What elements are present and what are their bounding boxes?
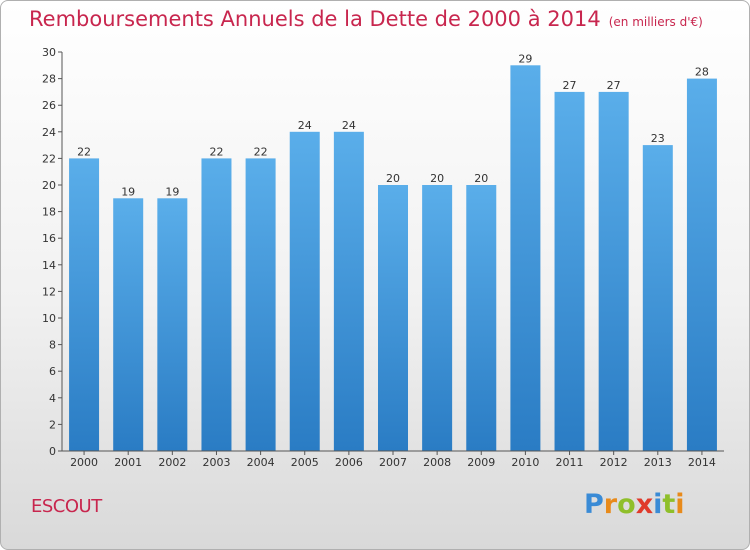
x-tick-label: 2009 xyxy=(467,456,495,469)
bar xyxy=(422,185,453,451)
y-tick-label: 30 xyxy=(42,46,56,59)
bar xyxy=(466,185,497,451)
bars: 22 19 19 22 22 24 24 20 20 20 29 27 27 23 28 xyxy=(69,52,717,452)
logo-letter: o xyxy=(617,489,636,520)
proxiti-logo: Proxiti xyxy=(584,489,694,527)
y-tick-label: 12 xyxy=(42,285,56,298)
x-tick-label: 2003 xyxy=(202,456,230,469)
bar-value-label: 27 xyxy=(607,79,621,92)
chart-title: Remboursements Annuels de la Dette de 20… xyxy=(29,7,703,31)
bar xyxy=(333,131,364,452)
y-tick-label: 24 xyxy=(42,126,56,139)
bar-value-label: 23 xyxy=(651,132,665,145)
y-tick-label: 28 xyxy=(42,73,56,86)
bar-value-label: 27 xyxy=(563,79,577,92)
bar xyxy=(157,198,188,451)
commune-name: ESCOUT xyxy=(31,496,102,517)
bar xyxy=(554,91,585,452)
bar-value-label: 20 xyxy=(386,172,400,185)
bar-value-label: 22 xyxy=(77,145,91,158)
bar-value-label: 29 xyxy=(518,52,532,65)
y-tick-label: 18 xyxy=(42,206,56,219)
x-tick-label: 2012 xyxy=(600,456,628,469)
bar xyxy=(598,91,629,452)
logo-letter: i xyxy=(653,489,663,520)
x-tick-label: 2000 xyxy=(70,456,98,469)
logo-letter: x xyxy=(635,489,654,520)
x-tick-label: 2013 xyxy=(644,456,672,469)
y-tick-label: 2 xyxy=(49,418,56,431)
bar-value-label: 28 xyxy=(695,66,709,79)
x-tick-label: 2011 xyxy=(556,456,584,469)
y-tick-label: 8 xyxy=(49,339,56,352)
x-tick-label: 2010 xyxy=(511,456,539,469)
bar-value-label: 24 xyxy=(298,119,312,132)
y-tick-label: 20 xyxy=(42,179,56,192)
x-tick-label: 2004 xyxy=(247,456,275,469)
y-tick-label: 26 xyxy=(42,99,56,112)
bar xyxy=(245,158,276,451)
bar-value-label: 22 xyxy=(254,145,268,158)
x-tick-label: 2005 xyxy=(291,456,319,469)
unit-note: (en milliers d'€) xyxy=(608,15,703,29)
bar-value-label: 20 xyxy=(474,172,488,185)
logo-letter: P xyxy=(584,489,604,520)
bar-value-label: 19 xyxy=(165,185,179,198)
y-tick-label: 16 xyxy=(42,232,56,245)
x-tick-label: 2002 xyxy=(158,456,186,469)
x-tick-label: 2006 xyxy=(335,456,363,469)
y-tick-label: 22 xyxy=(42,152,56,165)
bar xyxy=(642,145,673,451)
bar xyxy=(510,65,541,452)
bar xyxy=(686,78,717,451)
bar xyxy=(113,198,144,451)
y-tick-label: 14 xyxy=(42,259,56,272)
y-tick-label: 4 xyxy=(49,392,56,405)
chart-title-text: Remboursements Annuels de la Dette de 20… xyxy=(29,7,601,31)
bar-value-label: 24 xyxy=(342,119,356,132)
x-tick-label: 2008 xyxy=(423,456,451,469)
y-tick-label: 6 xyxy=(49,365,56,378)
bar-value-label: 19 xyxy=(121,185,135,198)
bar xyxy=(201,158,232,451)
bar-value-label: 20 xyxy=(430,172,444,185)
y-tick-label: 10 xyxy=(42,312,56,325)
x-tick-label: 2014 xyxy=(688,456,716,469)
logo-letter: r xyxy=(603,489,618,520)
bar xyxy=(289,131,320,452)
x-axis: 2000 2001 2002 2003 2004 2005 2006 2007 2008 2009… xyxy=(62,450,724,469)
x-tick-label: 2007 xyxy=(379,456,407,469)
bar xyxy=(69,158,100,451)
x-tick-label: 2001 xyxy=(114,456,142,469)
bar-value-label: 22 xyxy=(209,145,223,158)
bar xyxy=(378,185,408,451)
logo-letter: i xyxy=(675,489,685,520)
logo-letter: t xyxy=(662,489,676,520)
y-tick-label: 0 xyxy=(49,445,56,458)
